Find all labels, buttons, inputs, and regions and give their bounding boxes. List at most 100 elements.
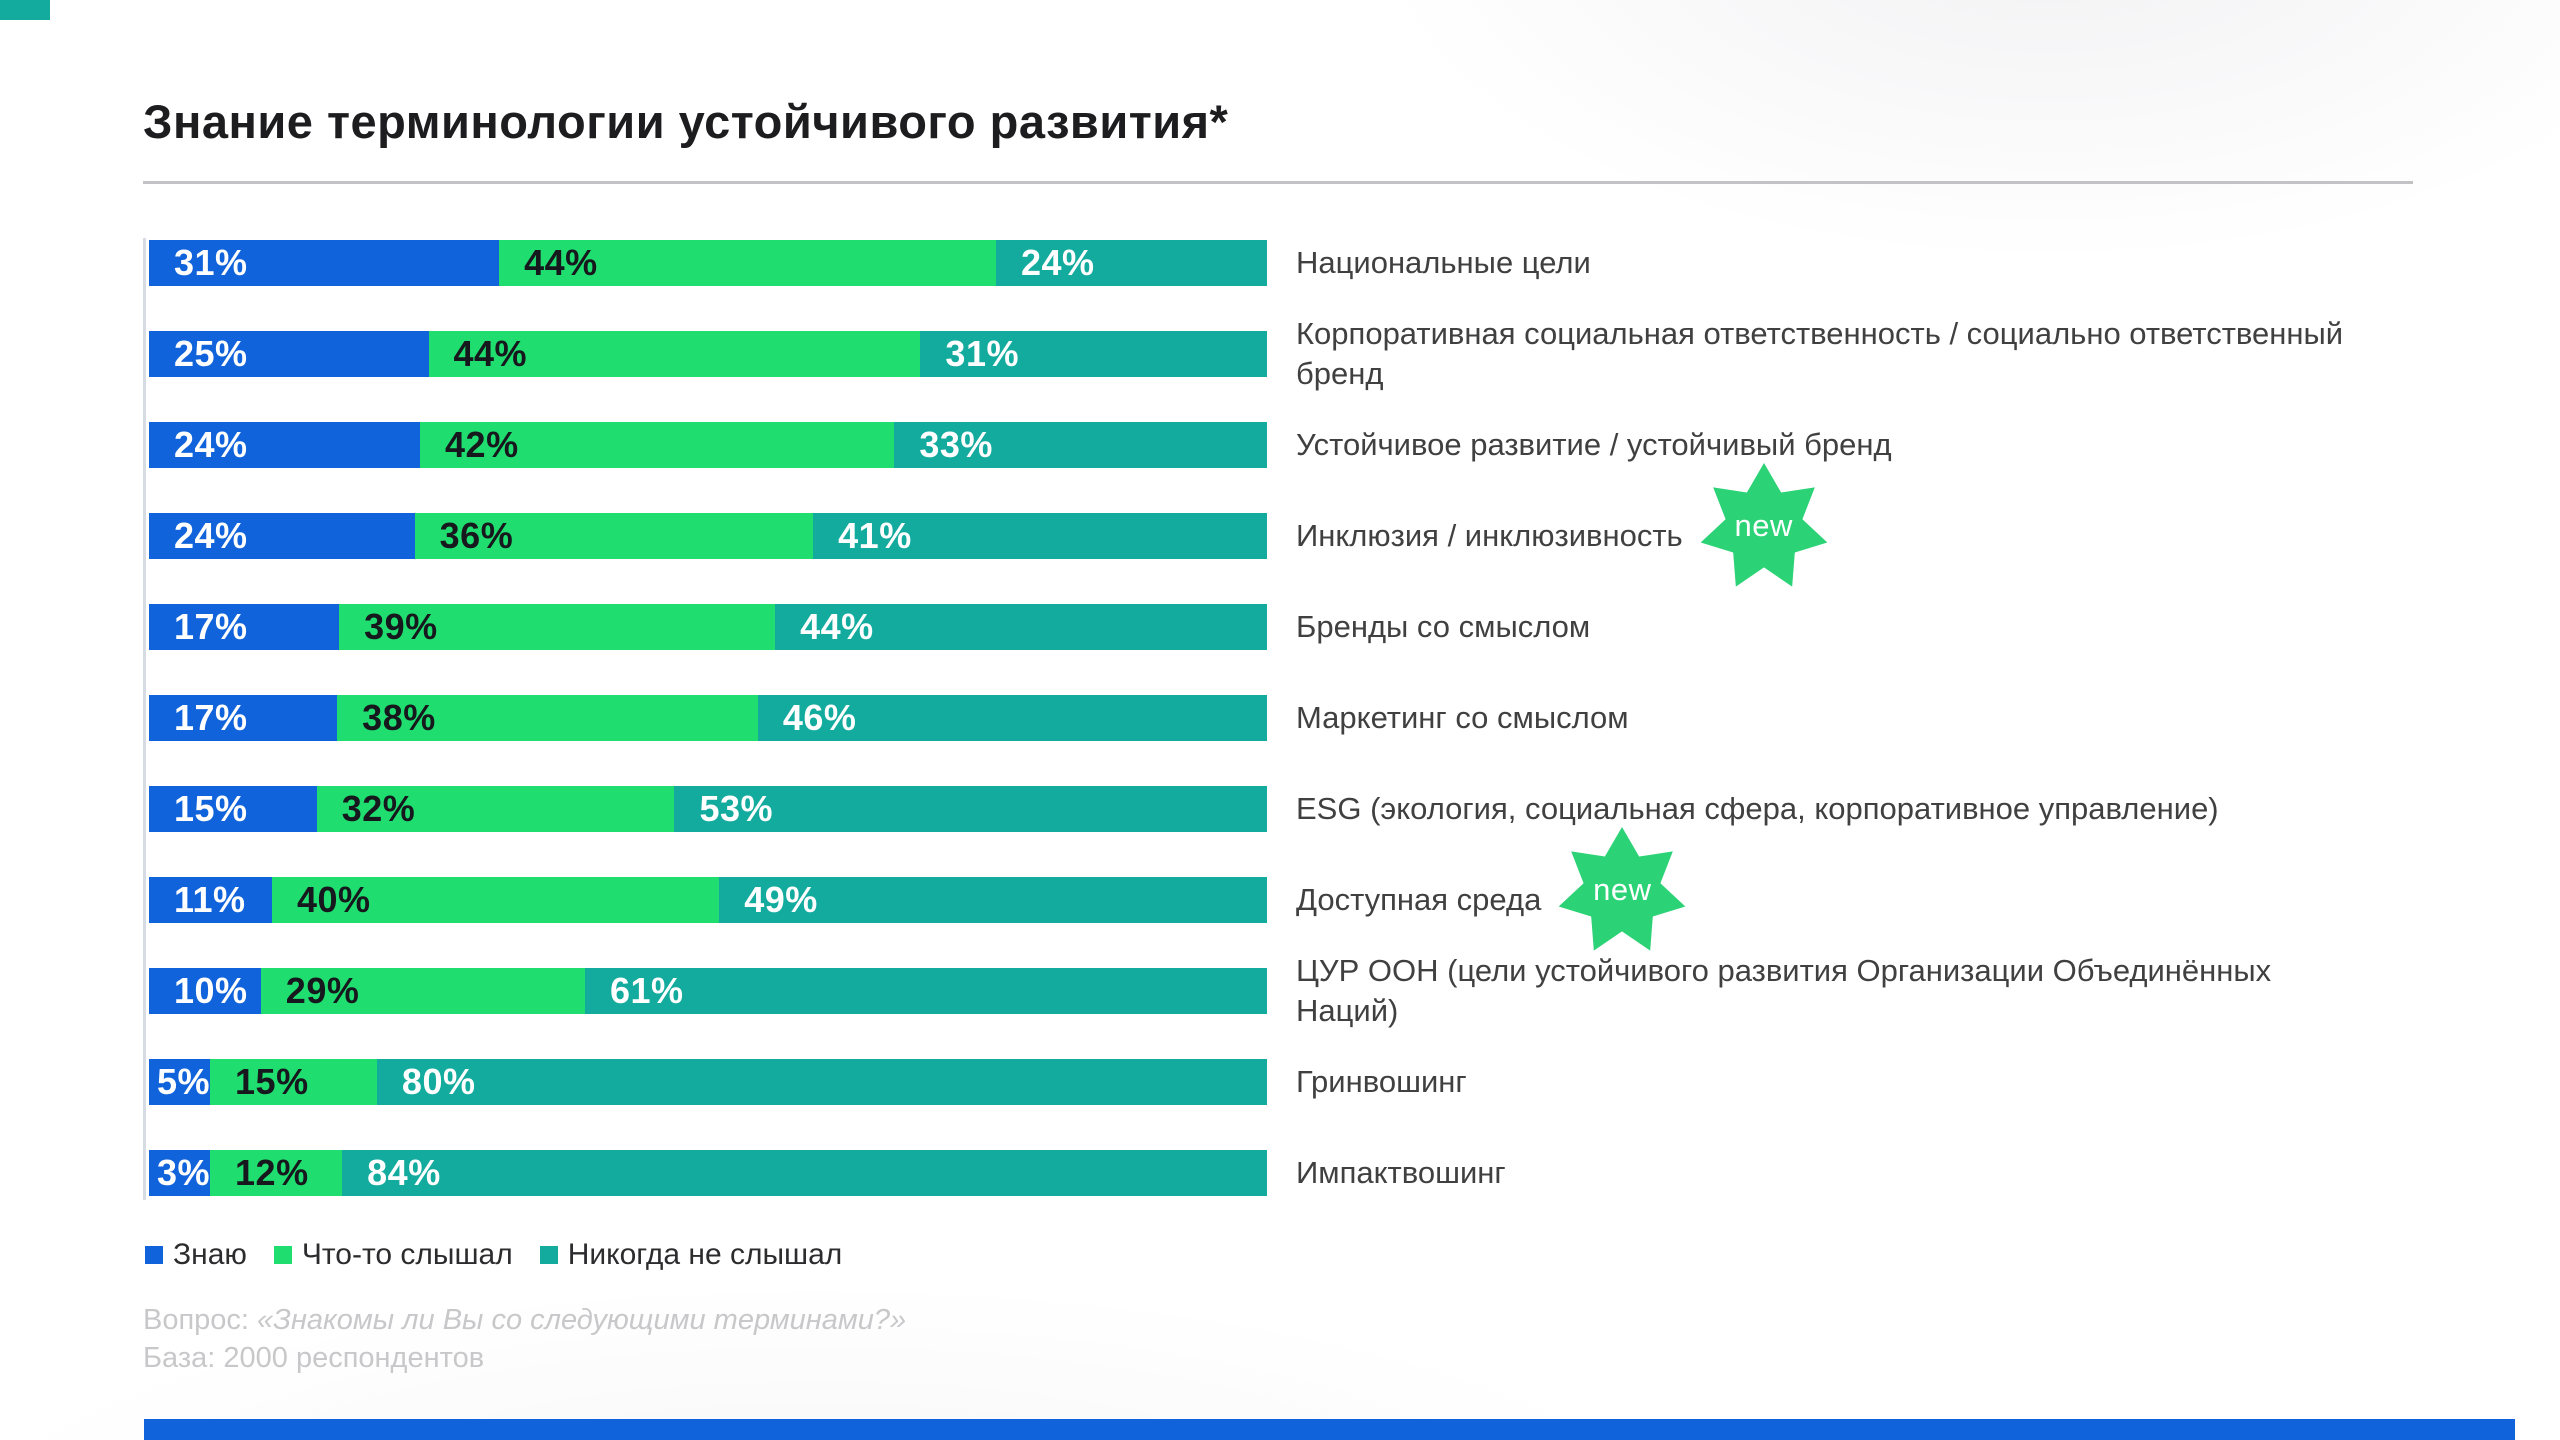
stacked-bar: 10% 29% 61% (149, 968, 1267, 1014)
bar-segment: 41% (813, 513, 1267, 559)
bar-segment: 17% (149, 695, 338, 741)
segment-value: 40% (296, 879, 371, 920)
segment-value: 11% (174, 879, 246, 920)
category-label: Устойчивое развитие / устойчивый бренд (1296, 425, 2356, 465)
legend-label: Знаю (173, 1238, 247, 1271)
top-left-accent-chip (0, 0, 50, 20)
stacked-bar: 11% 40% 49% (149, 877, 1267, 923)
category-label-text: Национальные цели (1296, 245, 1591, 280)
stacked-bar: 25% 44% 31% (149, 331, 1267, 377)
category-label: Доступная среда new (1296, 827, 2356, 965)
bar-segment: 15% (210, 1059, 377, 1105)
bar-row: 17% 39% 44% Бренды со смыслом (149, 604, 2356, 650)
bar-segment: 5% (149, 1059, 211, 1105)
category-label-text: Бренды со смыслом (1296, 609, 1591, 644)
category-label-text: Устойчивое развитие / устойчивый бренд (1296, 427, 1892, 462)
legend-swatch-icon (273, 1246, 292, 1264)
bar-segment: 39% (339, 604, 776, 650)
segment-value: 31% (174, 242, 248, 283)
stacked-bar: 31% 44% 24% (149, 240, 1267, 286)
footnote-question: Вопрос: «Знакомы ли Вы со следующими тер… (143, 1304, 907, 1336)
category-label: Гринвошинг (1296, 1062, 2356, 1102)
category-label: ЦУР ООН (цели устойчивого развития Орган… (1296, 951, 2356, 1031)
segment-value: 12% (235, 1152, 309, 1193)
segment-value: 17% (174, 697, 248, 738)
category-label-text: Корпоративная социальная ответственность… (1296, 316, 2344, 391)
segment-value: 15% (174, 788, 248, 829)
stacked-bar: 17% 39% 44% (149, 604, 1267, 650)
category-label-text: ЦУР ООН (цели устойчивого развития Орган… (1296, 953, 2272, 1028)
bar-segment: 44% (428, 331, 921, 377)
category-label: Инклюзия / инклюзивность new (1296, 463, 2356, 601)
title-divider (143, 181, 2413, 184)
bar-segment: 11% (149, 877, 272, 923)
segment-value: 46% (782, 697, 857, 738)
segment-value: 41% (838, 515, 912, 556)
bar-segment: 29% (260, 968, 586, 1014)
bar-segment: 53% (674, 786, 1268, 832)
bar-segment: 40% (271, 877, 720, 923)
segment-value: 29% (285, 970, 360, 1011)
category-label-text: Доступная среда (1296, 882, 1542, 917)
bar-segment: 31% (149, 240, 500, 286)
segment-value: 3% (157, 1152, 211, 1193)
bar-segment: 25% (149, 331, 429, 377)
bar-segment: 61% (585, 968, 1267, 1014)
bar-segment: 24% (995, 240, 1267, 286)
legend-label: Что-то слышал (301, 1238, 513, 1271)
bar-segment: 44% (775, 604, 1267, 650)
bar-row: 24% 36% 41% Инклюзия / инклюзивность new (149, 463, 2356, 587)
legend-swatch-icon (539, 1246, 558, 1264)
bar-row: 24% 42% 33% Устойчивое развитие / устойчивы… (149, 422, 2356, 468)
segment-value: 24% (174, 424, 248, 465)
bar-row: 11% 40% 49% Доступная среда new (149, 827, 2356, 951)
segment-value: 53% (699, 788, 774, 829)
segment-value: 39% (364, 606, 438, 647)
bar-row: 31% 44% 24% Национальные цели (149, 240, 2356, 286)
category-label: Корпоративная социальная ответственность… (1296, 314, 2356, 394)
bar-row: 25% 44% 31% Корпоративная социальная ответс… (149, 316, 2356, 391)
bar-segment: 17% (149, 604, 340, 650)
segment-value: 33% (919, 424, 993, 465)
segment-value: 32% (341, 788, 416, 829)
bar-segment: 12% (210, 1150, 343, 1196)
new-badge-label: new (1734, 508, 1793, 543)
bar-segment: 80% (376, 1059, 1267, 1105)
bar-segment: 49% (719, 877, 1267, 923)
segment-value: 17% (174, 606, 248, 647)
legend-swatch-icon (145, 1246, 163, 1264)
bar-row: 3% 12% 84% Импактвошинг (149, 1150, 2356, 1196)
legend-item: Никогда не слышал (539, 1238, 843, 1272)
segment-value: 15% (235, 1061, 309, 1102)
category-label-text: Импактвошинг (1296, 1155, 1506, 1190)
bar-segment: 32% (316, 786, 675, 832)
stacked-bar: 24% 42% 33% (149, 422, 1267, 468)
footnote-base: База: 2000 респондентов (143, 1342, 485, 1374)
segment-value: 10% (174, 970, 248, 1011)
legend-label: Никогда не слышал (567, 1238, 843, 1271)
category-label-text: Маркетинг со смыслом (1296, 700, 1629, 735)
segment-value: 42% (445, 424, 519, 465)
page-title: Знание терминологии устойчивого развития… (143, 95, 1229, 148)
segment-value: 61% (610, 970, 684, 1011)
new-badge: new (1557, 827, 1687, 957)
new-badge-label: new (1593, 872, 1652, 907)
segment-value: 24% (1020, 242, 1095, 283)
category-label: ESG (экология, социальная сфера, корпора… (1296, 789, 2356, 829)
category-label: Бренды со смыслом (1296, 607, 2356, 647)
legend-item: Что-то слышал (273, 1238, 513, 1272)
segment-value: 24% (174, 515, 248, 556)
segment-value: 44% (524, 242, 598, 283)
bottom-accent-bar (144, 1419, 2515, 1440)
bar-segment: 24% (149, 422, 421, 468)
segment-value: 5% (157, 1061, 211, 1102)
category-label-text: Инклюзия / инклюзивность (1296, 518, 1683, 553)
category-label-text: ESG (экология, социальная сфера, корпора… (1296, 791, 2219, 826)
segment-value: 80% (401, 1061, 476, 1102)
bar-row: 17% 38% 46% Маркетинг со смыслом (149, 695, 2356, 741)
bar-segment: 36% (414, 513, 814, 559)
segment-value: 25% (174, 333, 248, 374)
stacked-bar: 5% 15% 80% (149, 1059, 1267, 1105)
stacked-bar: 24% 36% 41% (149, 513, 1267, 559)
